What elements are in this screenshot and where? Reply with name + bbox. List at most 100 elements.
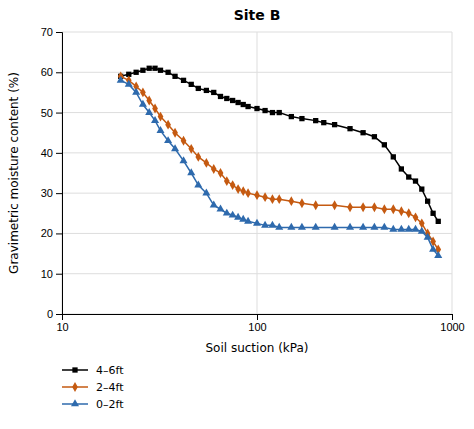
series-point <box>347 126 352 131</box>
series-point <box>434 251 442 258</box>
series-point <box>397 225 405 232</box>
series-point <box>218 94 223 99</box>
grid <box>62 32 452 314</box>
grid-line-x <box>452 32 453 314</box>
series-point <box>172 74 177 79</box>
series-point <box>399 166 404 171</box>
series-point <box>125 80 133 87</box>
grid-line-x <box>257 32 258 314</box>
legend-label: 2–4ft <box>96 381 124 394</box>
series-point <box>146 96 152 106</box>
title: Site B <box>234 7 281 23</box>
series-point <box>270 194 276 204</box>
series-point <box>253 219 261 226</box>
series-point <box>347 202 353 212</box>
series-point <box>391 154 396 159</box>
series-point <box>254 190 260 200</box>
grid-line-y <box>62 152 452 153</box>
series-point <box>332 200 338 210</box>
x-axis-line <box>63 315 453 321</box>
series-point <box>171 144 179 151</box>
series-point <box>390 204 396 214</box>
y-axis-tick-mark <box>56 72 62 73</box>
series-point <box>418 227 426 234</box>
series-point <box>425 199 430 204</box>
y-axis-tick-label: 60 <box>41 66 53 78</box>
series-point <box>210 201 218 208</box>
series-point <box>380 223 388 230</box>
y-axis-tick-mark <box>56 32 62 33</box>
series-point <box>229 211 237 218</box>
series-point <box>235 184 241 194</box>
series-point <box>187 168 195 175</box>
series-point <box>245 188 251 198</box>
series-point <box>261 221 269 228</box>
series-point <box>224 176 230 186</box>
series-point <box>276 194 282 204</box>
series-point <box>156 126 164 133</box>
series-point <box>147 66 152 71</box>
series-point <box>424 233 432 240</box>
x-axis-tick: 1000 <box>440 314 464 333</box>
series-point <box>189 82 194 87</box>
y-axis-tick-mark <box>56 113 62 114</box>
x-axis-title: Soil suction (kPa) <box>205 341 308 355</box>
x-axis-tick-label: 10 <box>56 321 68 333</box>
series-point <box>230 180 236 190</box>
x-axis-tick-label: 100 <box>248 321 266 333</box>
series-point <box>181 136 187 146</box>
grid-line-y <box>62 233 452 234</box>
series-line <box>121 80 439 255</box>
series-point <box>254 106 259 111</box>
x-axis: 10 100 1000 <box>56 314 464 333</box>
y-axis-tick: 20 <box>41 227 62 239</box>
y-axis-tick-label: 40 <box>41 147 53 159</box>
series-point <box>211 90 216 95</box>
series-point <box>262 108 267 113</box>
series-point <box>230 98 235 103</box>
series-point <box>158 112 164 122</box>
series-point <box>204 88 209 93</box>
series-point <box>172 128 178 138</box>
series-point <box>287 223 295 230</box>
series-point <box>152 66 157 71</box>
plot: 101001000010203040506070 <box>41 26 465 333</box>
marks <box>117 66 443 258</box>
series-point <box>195 152 201 162</box>
legend-item: 4–6ft <box>62 364 124 377</box>
series-point <box>223 209 231 216</box>
series-point <box>140 88 146 98</box>
series-point <box>211 164 217 174</box>
chart: 101001000010203040506070Site BSoil sucti… <box>0 0 474 429</box>
series-point <box>204 158 210 168</box>
series-point <box>235 100 240 105</box>
y-axis-tick-label: 20 <box>41 227 53 239</box>
series-point <box>382 142 387 147</box>
y-axis-tick: 0 <box>47 308 62 320</box>
legend-item: 0–2ft <box>62 398 124 411</box>
series-point <box>275 223 283 230</box>
legend-item: 2–4ft <box>62 381 124 394</box>
series-point <box>164 136 172 143</box>
series-point <box>413 212 419 222</box>
series-point <box>139 100 147 107</box>
series-point <box>430 211 435 216</box>
y-axis-tick-mark <box>56 153 62 154</box>
series-point <box>165 120 171 130</box>
series-point <box>321 120 326 125</box>
y-axis-tick: 60 <box>41 66 62 78</box>
series-point <box>241 102 246 107</box>
series-point <box>224 96 229 101</box>
series-point <box>413 178 418 183</box>
x-axis-tick-mark <box>452 314 453 320</box>
series-point <box>406 174 411 179</box>
x-axis-tick: 10 <box>56 314 68 333</box>
series-line <box>121 68 439 221</box>
y-axis-tick-label: 70 <box>41 26 53 38</box>
series-point <box>180 156 188 163</box>
series-point <box>399 206 405 216</box>
x-axis-tick-label: 1000 <box>440 321 464 333</box>
series-point <box>298 223 306 230</box>
legend-label: 0–2ft <box>96 398 124 411</box>
series-point <box>244 217 252 224</box>
